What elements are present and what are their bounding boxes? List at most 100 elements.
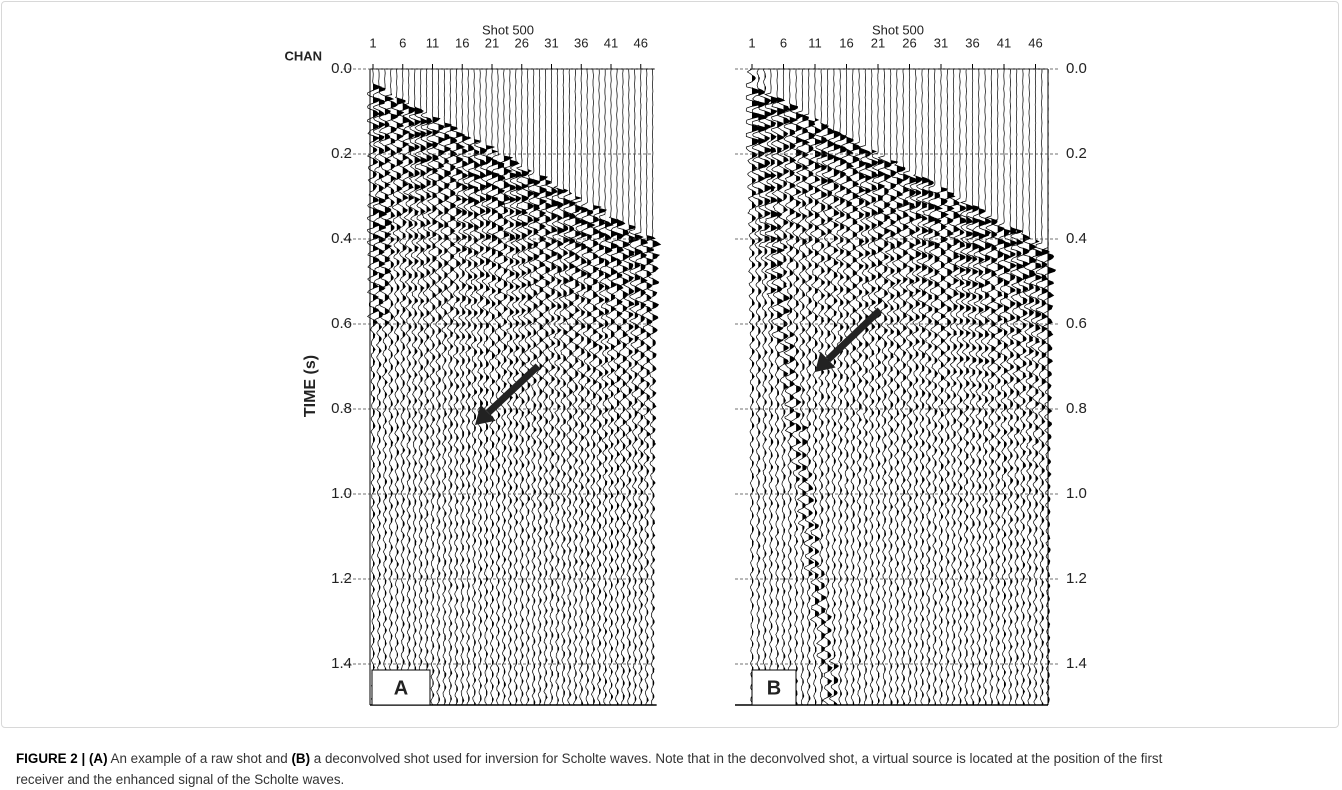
trace (527, 68, 541, 706)
time-tick-label: 0.6 (331, 315, 352, 332)
channel-tick-label: 6 (399, 35, 406, 50)
trace (991, 68, 1006, 706)
trace (551, 68, 565, 706)
trace (815, 68, 829, 706)
channel-tick-label: 41 (997, 35, 1011, 50)
trace (545, 69, 560, 706)
panel-letter-box (371, 669, 431, 706)
trace-fill (1029, 69, 1037, 705)
trace (468, 68, 482, 706)
trace-fill (420, 69, 429, 705)
time-tick-label: 0.6 (1066, 315, 1087, 332)
trace (972, 68, 987, 706)
trace (384, 68, 398, 706)
trace (396, 68, 411, 706)
panel-letter: B (767, 677, 781, 699)
trace (752, 68, 768, 706)
trace (592, 68, 608, 706)
trace-fill (474, 69, 481, 705)
caption-b: (B) (291, 751, 311, 766)
trace (770, 68, 786, 706)
trace (474, 68, 489, 706)
trace (840, 68, 855, 706)
trace (997, 68, 1012, 705)
channel-tick-label: 36 (574, 35, 588, 50)
time-tick-label: 0.8 (331, 400, 352, 417)
trace-fill (551, 69, 559, 705)
trace-fill (1048, 69, 1056, 705)
trace (611, 68, 626, 706)
trace (846, 68, 861, 706)
channel-tick-label: 41 (604, 35, 618, 50)
trace (605, 68, 620, 706)
trace (820, 68, 837, 706)
time-tick-label: 0.2 (331, 145, 352, 162)
trace (941, 68, 956, 706)
trace-fill (985, 69, 992, 705)
trace (859, 68, 873, 706)
trace (1010, 68, 1025, 706)
trace (764, 68, 780, 706)
trace (426, 69, 441, 706)
channel-tick-label: 1 (748, 35, 755, 50)
trace (569, 68, 584, 706)
time-tick-label: 1.0 (1066, 485, 1087, 502)
trace (402, 68, 418, 706)
trace-fill (1041, 69, 1050, 705)
trace-fill (783, 69, 791, 705)
trace (432, 69, 448, 706)
trace-fill (770, 69, 780, 705)
trace (450, 68, 466, 706)
trace (884, 68, 899, 706)
trace-fill (959, 69, 966, 705)
trace-fill (539, 69, 548, 705)
caption-text: An example of a raw shot and (110, 751, 288, 766)
trace-fill (497, 69, 505, 705)
trace-fill (840, 69, 847, 705)
caption: FIGURE 2 | (A) An example of a raw shot … (16, 748, 1196, 790)
trace (587, 68, 602, 706)
trace-fill (758, 69, 768, 705)
trace (1035, 69, 1050, 706)
time-tick-label: 0.2 (1066, 145, 1087, 162)
trace (575, 68, 589, 706)
trace-fill (390, 69, 398, 705)
trace (928, 69, 943, 706)
trace-fill (789, 69, 798, 705)
trace (953, 69, 967, 706)
trace (438, 69, 452, 706)
trace-fill (833, 69, 842, 705)
trace-fill (846, 69, 854, 705)
trace-fill (777, 69, 786, 705)
trace (390, 68, 406, 706)
trace (947, 68, 962, 706)
caption-a: (A) (88, 751, 108, 766)
trace-fill (456, 69, 465, 705)
trace-fill (947, 69, 955, 705)
time-tick-label: 0.4 (1066, 230, 1087, 247)
time-tick-label: 0.4 (331, 230, 352, 247)
trace (539, 69, 554, 706)
arrow-shaft (825, 307, 883, 363)
trace (533, 68, 549, 706)
caption-text: a deconvolved shot used for inversion fo… (16, 751, 1163, 787)
arrow-head (815, 351, 836, 372)
trace (745, 68, 762, 706)
arrow-shaft (485, 363, 541, 416)
trace-fill (396, 69, 406, 705)
trace (827, 68, 843, 706)
trace-fill (827, 69, 836, 705)
figure-frame (1, 1, 1339, 728)
trace-fill (966, 69, 974, 705)
channel-tick-label: 31 (544, 35, 558, 50)
trace-fill (890, 69, 898, 705)
trace (634, 69, 649, 706)
trace (985, 68, 998, 706)
trace-fill (808, 69, 816, 705)
channel-tick-label: 11 (808, 35, 822, 50)
trace (617, 69, 631, 706)
trace (1022, 68, 1038, 706)
trace-fill (575, 69, 583, 705)
